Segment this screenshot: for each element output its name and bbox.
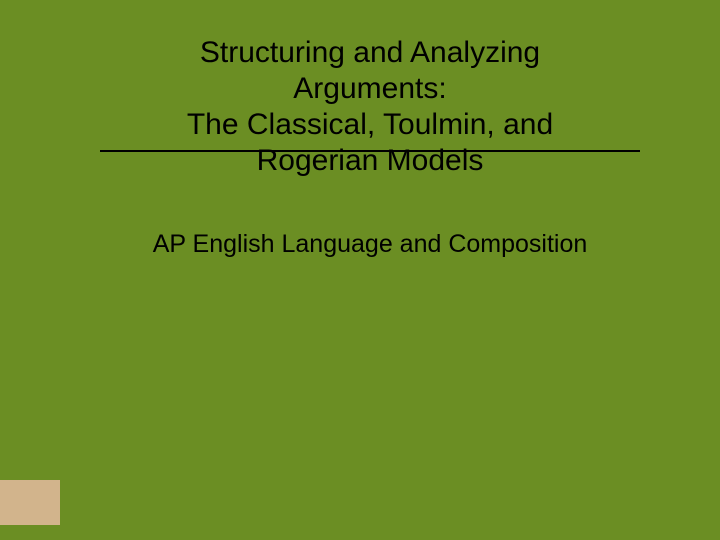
accent-bar xyxy=(0,480,60,525)
title-line-4: Rogerian Models xyxy=(100,143,640,179)
title-line-1: Structuring and Analyzing xyxy=(100,35,640,71)
slide-subtitle: AP English Language and Composition xyxy=(100,230,640,259)
title-line-3: The Classical, Toulmin, and xyxy=(100,107,640,143)
slide: Structuring and Analyzing Arguments: The… xyxy=(0,0,720,540)
title-underline xyxy=(100,150,640,152)
title-line-2: Arguments: xyxy=(100,71,640,107)
slide-title: Structuring and Analyzing Arguments: The… xyxy=(100,35,640,179)
